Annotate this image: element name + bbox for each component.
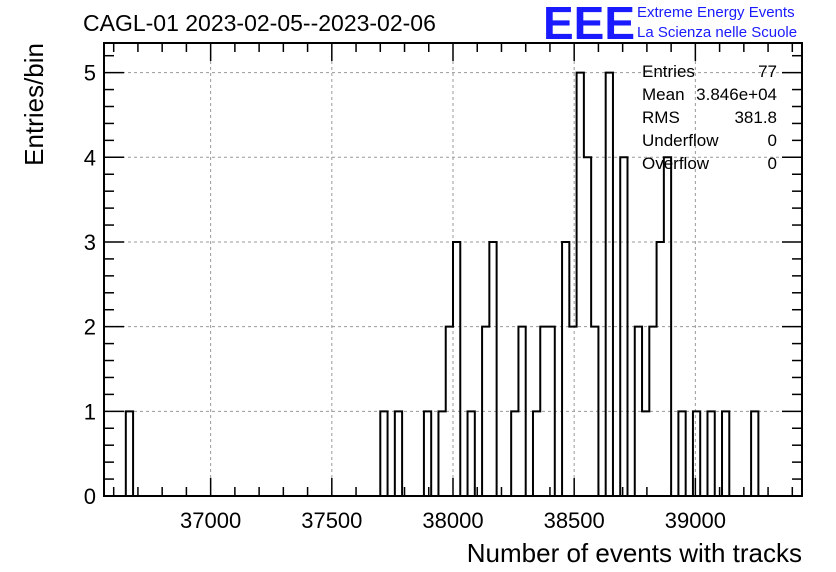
histogram-bin [751, 411, 758, 496]
histogram-bin [468, 411, 475, 496]
y-axis-label: Entries/bin [19, 43, 49, 166]
histogram-bin [577, 73, 584, 496]
histogram-bin [693, 411, 700, 496]
histogram-bin [562, 242, 569, 496]
y-tick-label: 5 [84, 61, 96, 86]
eee-logo: EEE [543, 2, 635, 42]
histogram-bin [453, 242, 460, 496]
histogram-bin [511, 411, 518, 496]
histogram-bin [126, 411, 133, 496]
histogram-bin [489, 242, 496, 496]
stats-value: 77 [758, 62, 777, 81]
stats-label: Entries [642, 62, 695, 81]
histogram-bin [606, 73, 613, 496]
histogram-bin [380, 411, 387, 496]
stats-value: 3.846e+04 [696, 85, 777, 104]
stats-value: 0 [768, 154, 777, 173]
y-tick-label: 2 [84, 315, 96, 340]
y-tick-label: 0 [84, 484, 96, 509]
x-tick-label: 38500 [544, 508, 605, 533]
x-tick-label: 37500 [301, 508, 362, 533]
axis-ticks [104, 43, 802, 497]
histogram-bin [642, 411, 649, 496]
histogram-bin [395, 411, 402, 496]
x-tick-label: 39000 [665, 508, 726, 533]
logo-line-2: La Scienza nelle Scuole [637, 24, 798, 41]
chart-title: CAGL-01 2023-02-05--2023-02-06 [83, 10, 436, 36]
stats-value: 0 [768, 131, 777, 150]
logo-line-1: Extreme Energy Events [637, 4, 795, 21]
stats-box: Entries 77 Mean 3.846e+04 RMS 381.8 Underflow 0… [642, 62, 777, 173]
histogram-bin [424, 411, 431, 496]
stats-label: Overflow [642, 154, 710, 173]
stats-label: RMS [642, 108, 680, 127]
y-tick-label: 4 [84, 145, 96, 170]
tick-labels: 37000 37500 38000 38500 39000 0 1 2 3 4 5 [84, 61, 726, 533]
x-axis-label: Number of events with tracks [467, 538, 802, 568]
stats-value: 381.8 [734, 108, 777, 127]
stats-label: Mean [642, 85, 685, 104]
histogram-bin [722, 411, 729, 496]
y-tick-label: 3 [84, 230, 96, 255]
x-tick-label: 38000 [422, 508, 483, 533]
histogram-bin [533, 411, 540, 496]
histogram-bin [707, 411, 714, 496]
histogram [124, 71, 760, 497]
eee-logo-mark: EEE [543, 2, 635, 42]
y-tick-label: 1 [84, 399, 96, 424]
histogram-bin [657, 242, 664, 496]
histogram-bin [438, 411, 445, 496]
histogram-outline [124, 71, 760, 497]
x-tick-label: 37000 [180, 508, 241, 533]
stats-label: Underflow [642, 131, 719, 150]
histogram-bin [678, 411, 685, 496]
